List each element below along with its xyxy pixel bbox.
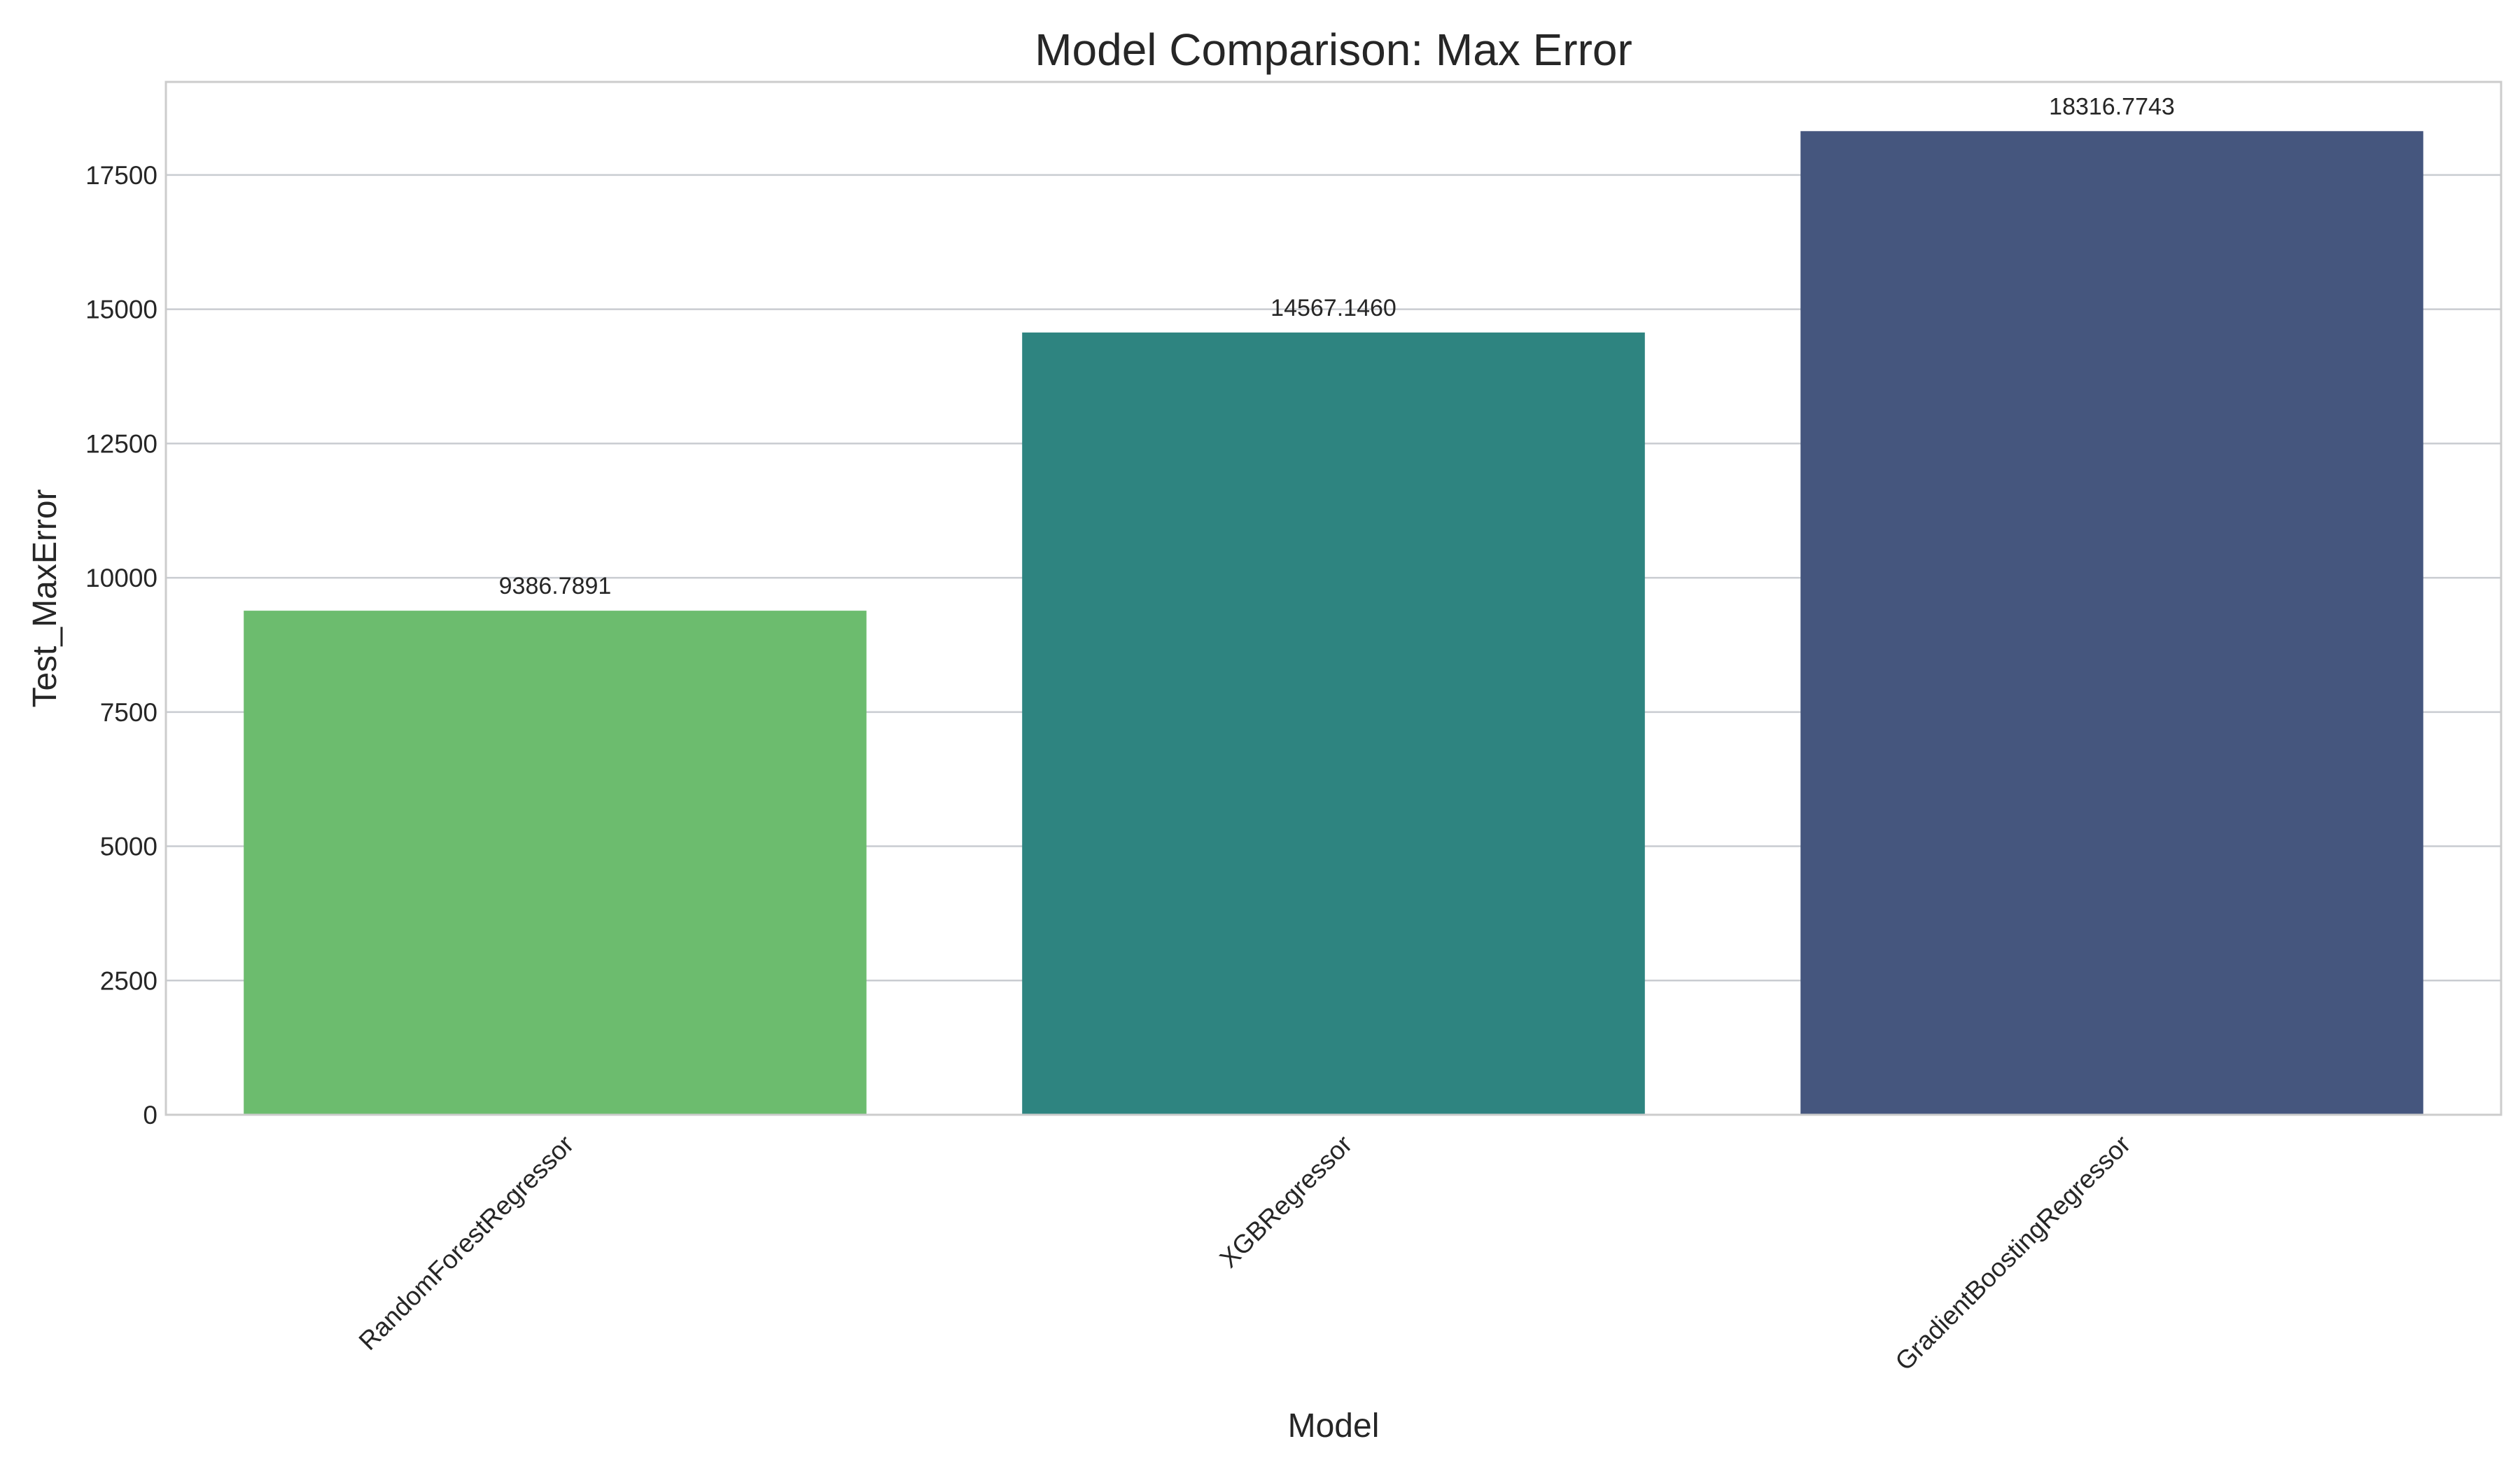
y-tick-label: 5000 — [100, 833, 158, 861]
plot-frame — [164, 81, 2502, 1116]
y-tick-label: 17500 — [85, 161, 158, 190]
bar — [1022, 332, 1645, 1115]
y-tick-labels: 0 2500 5000 7500 10000 12500 15000 17500 — [85, 161, 158, 1129]
bar-value-label: 9386.7891 — [499, 573, 612, 599]
bar-value-label: 14567.1460 — [1270, 295, 1396, 321]
y-tick-label: 0 — [143, 1101, 158, 1129]
bars — [244, 131, 2423, 1115]
bar — [1800, 131, 2423, 1115]
x-axis-label: Model — [1288, 1407, 1380, 1445]
y-tick-label: 15000 — [85, 296, 158, 324]
y-tick-label: 7500 — [100, 698, 158, 727]
y-tick-label: 10000 — [85, 564, 158, 592]
y-tick-label: 12500 — [85, 429, 158, 458]
bar — [244, 611, 867, 1115]
y-axis-label: Test_MaxError — [27, 489, 64, 707]
data-labels: 9386.7891 14567.1460 18316.7743 — [499, 93, 2175, 599]
chart-title: Model Comparison: Max Error — [1035, 25, 1632, 75]
y-tick-label: 2500 — [100, 966, 158, 995]
bar-value-label: 18316.7743 — [2049, 93, 2175, 120]
